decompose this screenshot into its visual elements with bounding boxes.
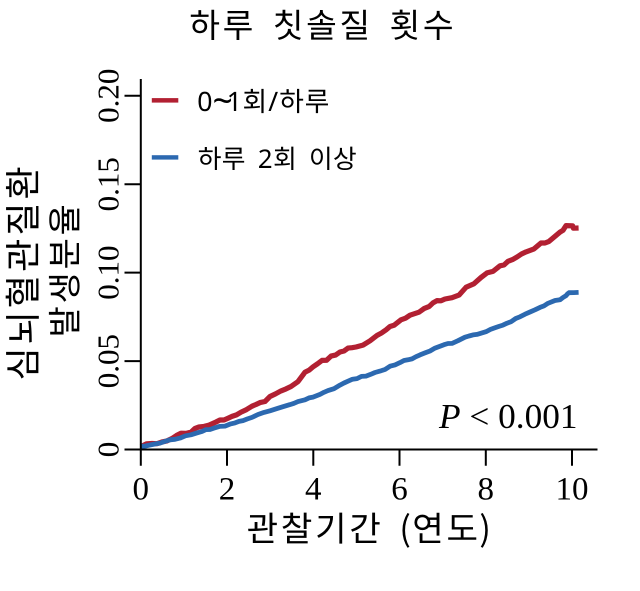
svg-text:2: 2 bbox=[219, 472, 236, 508]
svg-text:4: 4 bbox=[305, 472, 322, 508]
svg-text:6: 6 bbox=[391, 472, 408, 508]
svg-text:0: 0 bbox=[133, 472, 150, 508]
svg-text:0: 0 bbox=[90, 442, 125, 458]
svg-text:0.20: 0.20 bbox=[90, 69, 125, 123]
svg-text:8: 8 bbox=[478, 472, 495, 508]
svg-text:0.05: 0.05 bbox=[90, 334, 125, 388]
svg-text:10: 10 bbox=[556, 472, 589, 508]
svg-text:P < 0.001: P < 0.001 bbox=[438, 397, 578, 436]
svg-text:0.15: 0.15 bbox=[90, 157, 125, 211]
svg-text:0.10: 0.10 bbox=[90, 245, 125, 299]
